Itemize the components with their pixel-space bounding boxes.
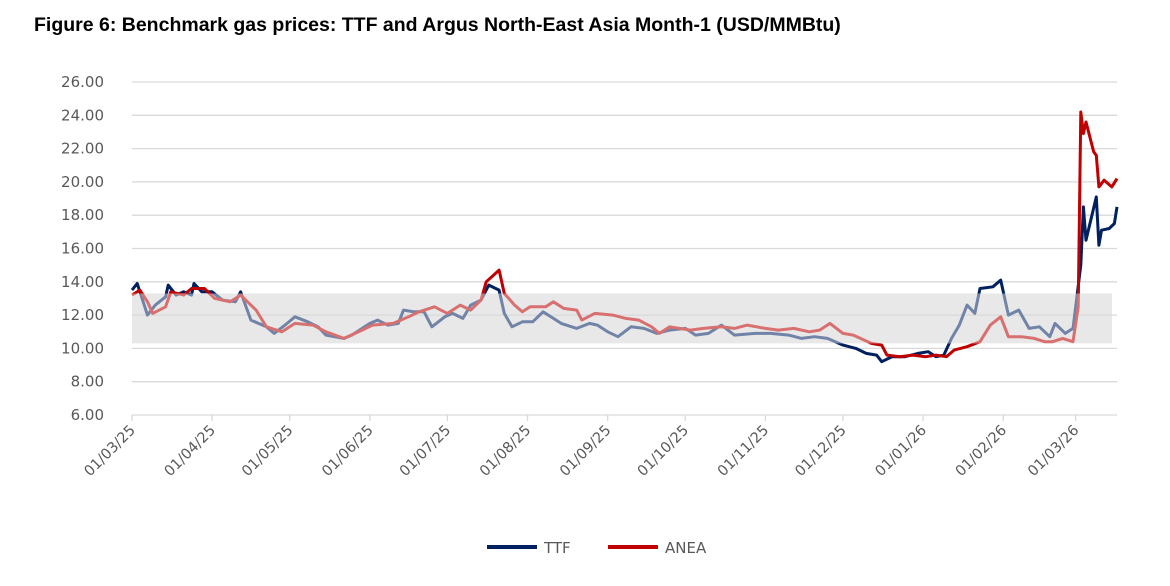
x-tick-label: 01/12/25 [792,423,849,480]
y-tick-label: 18.00 [61,206,104,224]
legend: TTF ANEA [487,539,707,557]
x-tick-label: 01/03/26 [1025,423,1082,480]
y-tick-label: 10.00 [61,339,104,357]
x-tick-label: 01/10/25 [635,423,692,480]
series-ttf [130,195,1119,364]
x-tick-label: 01/05/25 [239,423,296,480]
x-tick-label: 01/03/25 [81,423,138,480]
y-tick-label: 26.00 [61,73,104,91]
x-tick-label: 01/06/25 [319,423,376,480]
y-tick-label: 14.00 [61,273,104,291]
y-tick-label: 6.00 [71,406,104,424]
x-tick-label: 01/04/25 [162,423,219,480]
x-tick-label: 01/09/25 [557,423,614,480]
legend-label-anea: ANEA [665,539,707,557]
y-tick-label: 8.00 [71,373,104,391]
chart-title: Figure 6: Benchmark gas prices: TTF and … [34,14,841,36]
series-line-muted [138,293,1079,344]
y-tick-label: 16.00 [61,240,104,258]
y-tick-label: 22.00 [61,140,104,158]
x-tick-label: 01/11/25 [715,423,772,480]
y-tick-label: 24.00 [61,106,104,124]
x-tick-label: 01/07/25 [397,423,454,480]
series-anea [131,110,1119,359]
y-tick-label: 20.00 [61,173,104,191]
series-line-muted [131,293,1080,344]
y-tick-label: 12.00 [61,306,104,324]
x-tick-label: 01/01/26 [873,423,930,480]
x-tick-label: 01/02/26 [953,423,1010,480]
x-tick-label: 01/08/25 [477,423,534,480]
legend-label-ttf: TTF [543,539,571,557]
